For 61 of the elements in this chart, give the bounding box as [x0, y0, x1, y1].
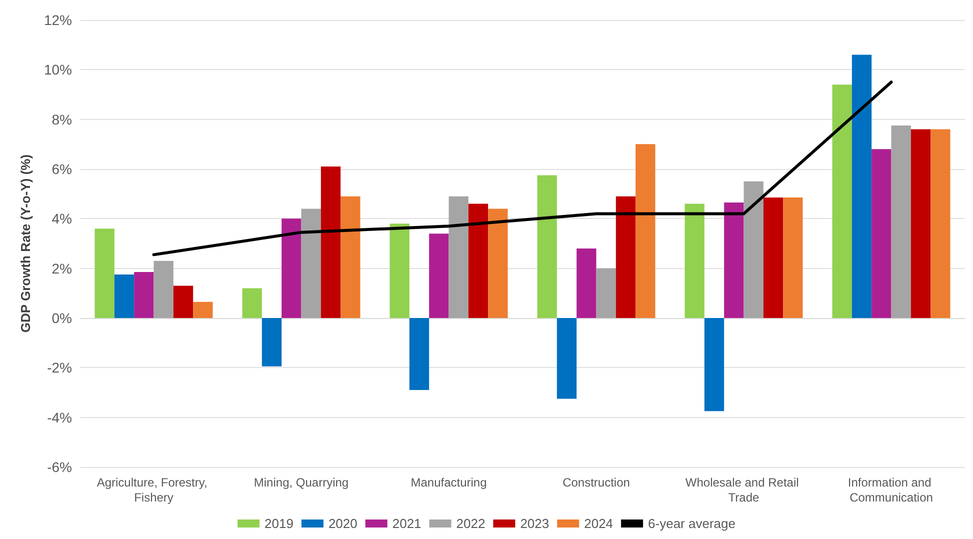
bar — [684, 204, 704, 318]
bar — [468, 204, 488, 318]
bar — [537, 175, 557, 318]
bar — [320, 166, 341, 318]
bar — [576, 248, 596, 318]
y-tick-label: 2% — [52, 260, 72, 276]
y-tick-label: 8% — [52, 111, 72, 128]
y-tick-label: -6% — [47, 459, 72, 475]
x-tick-label: Agriculture, Forestry, Fishery — [96, 476, 211, 504]
x-tick-label: Information and Communication — [848, 476, 935, 504]
bar — [114, 274, 134, 318]
legend-label: 2022 — [456, 516, 486, 531]
bar — [744, 181, 764, 318]
bar — [930, 129, 950, 318]
bar — [616, 196, 636, 318]
bar — [173, 286, 194, 318]
x-tick-label: Wholesale and Retail Trade — [685, 476, 802, 504]
bar — [340, 196, 360, 318]
y-tick-label: 12% — [44, 12, 72, 28]
legend-label: 2020 — [328, 516, 358, 531]
bar — [488, 208, 508, 318]
bar — [193, 302, 213, 318]
y-tick-label: 10% — [44, 62, 72, 78]
legend-label: 2024 — [584, 516, 614, 531]
y-tick-label: -2% — [47, 360, 72, 376]
bar — [282, 218, 302, 318]
bar — [704, 318, 724, 412]
bar — [891, 126, 911, 318]
bar — [910, 129, 931, 318]
bar — [783, 198, 803, 318]
bar — [724, 202, 744, 318]
bar — [429, 234, 449, 318]
bar — [154, 260, 174, 318]
legend-label: 2019 — [264, 516, 294, 531]
bar — [409, 318, 430, 390]
legend-label: 2021 — [392, 516, 422, 531]
bar — [262, 318, 282, 366]
bar — [596, 268, 616, 318]
bar — [763, 198, 784, 318]
bar — [448, 196, 468, 318]
bar — [872, 149, 892, 318]
bar — [301, 208, 321, 318]
y-tick-label: -4% — [47, 409, 72, 426]
bar — [390, 224, 410, 318]
y-tick-label: 6% — [52, 161, 72, 177]
bar — [832, 84, 852, 318]
x-tick-label: Manufacturing — [410, 476, 487, 490]
bar — [636, 144, 656, 318]
bar — [852, 54, 872, 318]
y-tick-label: 0% — [52, 310, 72, 326]
y-axis-title: GDP Growth Rate (Y-o-Y) (%) — [18, 154, 33, 333]
legend-label: 2023 — [520, 516, 550, 531]
x-tick-label: Construction — [562, 476, 630, 490]
bar — [94, 228, 114, 318]
bar — [242, 288, 262, 318]
y-tick-label: 4% — [52, 210, 72, 227]
x-tick-label: Mining, Quarrying — [254, 476, 349, 490]
legend-label: 6-year average — [648, 516, 736, 531]
line-series — [152, 80, 893, 256]
bar — [134, 272, 154, 318]
bar — [556, 318, 577, 399]
